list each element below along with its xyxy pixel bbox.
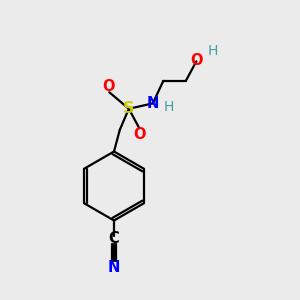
Text: S: S (123, 101, 135, 116)
Text: O: O (103, 80, 115, 94)
Text: H: H (208, 44, 218, 58)
Text: O: O (190, 53, 202, 68)
Text: N: N (108, 260, 120, 275)
Text: C: C (109, 231, 119, 246)
Text: N: N (147, 96, 159, 111)
Text: H: H (163, 100, 174, 114)
Text: O: O (134, 127, 146, 142)
